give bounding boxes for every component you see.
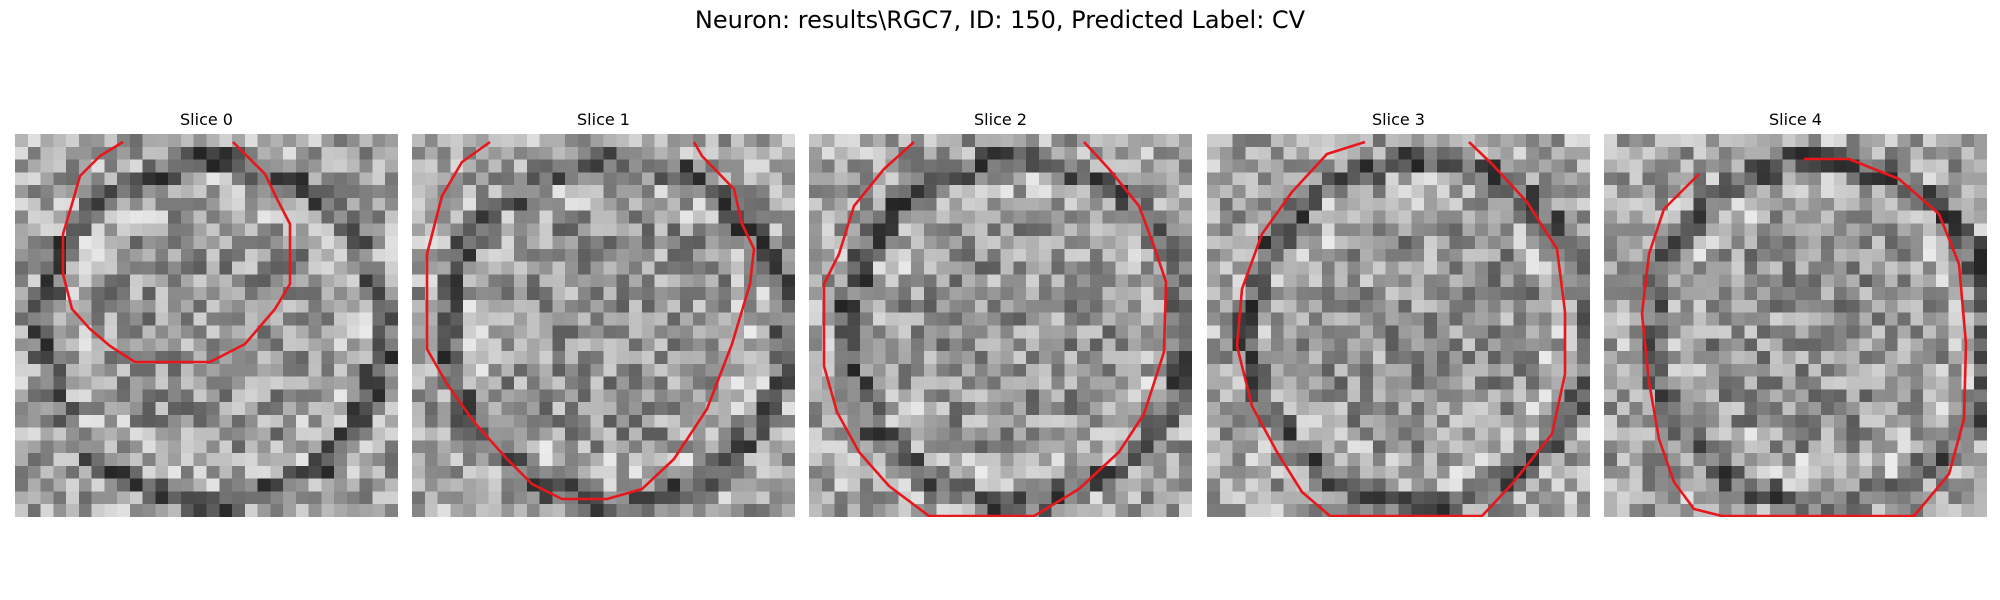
slice-title: Slice 3 xyxy=(1372,110,1425,129)
cell-contour xyxy=(425,140,756,501)
slice-texture xyxy=(15,134,398,517)
slice-title: Slice 1 xyxy=(577,110,630,129)
cell-contour xyxy=(61,140,292,364)
cell-contour xyxy=(1235,140,1567,517)
slice-image xyxy=(412,134,795,517)
slice-image xyxy=(1604,134,1987,517)
figure-title: Neuron: results\RGC7, ID: 150, Predicted… xyxy=(694,6,1306,34)
slice-image xyxy=(809,134,1192,517)
slice-texture xyxy=(1604,134,1987,517)
slice-title: Slice 4 xyxy=(1769,110,1822,129)
cell-contour xyxy=(822,141,1168,517)
slice-image xyxy=(1207,134,1590,517)
slice-title: Slice 2 xyxy=(974,110,1027,129)
cell-contour xyxy=(1640,157,1968,517)
slice-image xyxy=(15,134,398,517)
slice-texture xyxy=(809,134,1192,517)
slice-title: Slice 0 xyxy=(180,110,233,129)
slice-texture xyxy=(412,134,795,517)
